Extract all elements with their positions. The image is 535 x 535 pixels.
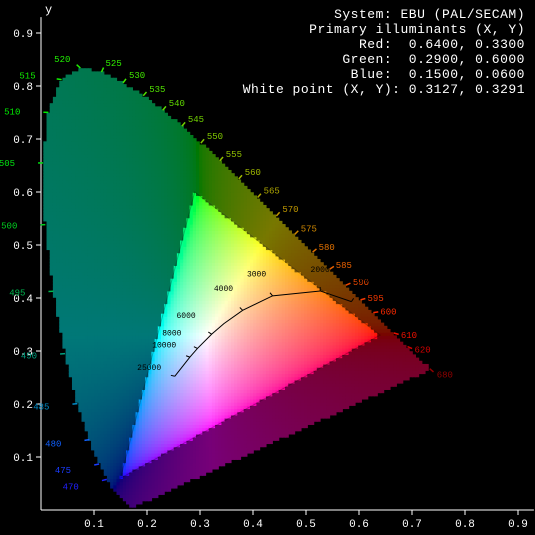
- wavelength-label: 545: [188, 115, 204, 125]
- chromaticity-svg: 0.10.20.30.40.50.60.70.80.90.10.20.30.40…: [0, 0, 535, 535]
- wavelength-label: 510: [4, 107, 20, 117]
- info-line: System: EBU (PAL/SECAM): [334, 7, 525, 22]
- y-tick-label: 0.9: [13, 29, 33, 41]
- x-tick-label: 0.5: [296, 519, 316, 531]
- wavelength-label: 490: [21, 352, 37, 362]
- gamut-fill: [43, 68, 428, 507]
- x-tick-label: 0.3: [190, 519, 210, 531]
- wavelength-label: 570: [282, 205, 298, 215]
- wavelength-label: 515: [19, 72, 35, 82]
- y-tick-label: 0.2: [13, 400, 33, 412]
- wavelength-label: 525: [106, 59, 122, 69]
- wavelength-label: 600: [380, 308, 396, 318]
- info-line: Blue: 0.1500, 0.0600: [317, 67, 525, 82]
- wavelength-label: 620: [414, 346, 430, 356]
- x-tick-label: 0.8: [455, 519, 475, 531]
- y-tick-label: 0.5: [13, 241, 33, 253]
- wavelength-label: 540: [169, 99, 185, 109]
- chromaticity-diagram: 0.10.20.30.40.50.60.70.80.90.10.20.30.40…: [0, 0, 535, 535]
- info-block: System: EBU (PAL/SECAM)Primary illuminan…: [243, 7, 525, 97]
- x-tick-label: 0.4: [243, 519, 263, 531]
- x-tick-label: 0.1: [84, 519, 104, 531]
- x-tick-label: 0.6: [349, 519, 369, 531]
- wavelength-label: 680: [437, 371, 453, 381]
- y-tick-label: 0.7: [13, 135, 33, 147]
- temperature-label: 6000: [177, 312, 196, 321]
- info-line: Green: 0.2900, 0.6000: [317, 52, 525, 67]
- temperature-label: 3000: [247, 271, 266, 280]
- wavelength-label: 530: [129, 71, 145, 81]
- x-tick-label: 0.9: [508, 519, 528, 531]
- wavelength-label: 580: [319, 243, 335, 253]
- x-tick-label: 0.7: [402, 519, 422, 531]
- temperature-label: 1500: [355, 276, 374, 285]
- x-tick-label: 0.2: [137, 519, 157, 531]
- temperature-label: 8000: [162, 330, 181, 339]
- wavelength-label: 480: [45, 440, 61, 450]
- y-axis-label: y: [45, 3, 52, 17]
- temperature-label: 10000: [152, 342, 176, 351]
- wavelength-label: 535: [149, 85, 165, 95]
- wavelength-label: 495: [9, 288, 25, 298]
- wavelength-label: 475: [55, 466, 71, 476]
- wavelength-label: 520: [54, 55, 70, 65]
- temperature-label: 4000: [214, 285, 233, 294]
- wavelength-label: 505: [0, 159, 15, 169]
- wavelength-label: 470: [63, 482, 79, 492]
- temperature-label: 25000: [137, 364, 161, 373]
- info-line: White point (X, Y): 0.3127, 0.3291: [243, 82, 525, 97]
- wavelength-label: 610: [401, 331, 417, 341]
- wavelength-label: 595: [368, 294, 384, 304]
- wavelength-label: 500: [1, 222, 17, 232]
- wavelength-label: 485: [33, 403, 49, 413]
- wavelength-label: 585: [336, 261, 352, 271]
- temperature-label: 2000: [311, 266, 330, 275]
- wavelength-label: 555: [226, 150, 242, 160]
- wavelength-label: 565: [264, 187, 280, 197]
- wavelength-label: 560: [245, 168, 261, 178]
- y-tick-label: 0.8: [13, 82, 33, 94]
- y-tick-label: 0.1: [13, 453, 33, 465]
- info-line: Red: 0.6400, 0.3300: [317, 37, 525, 52]
- wavelength-label: 550: [207, 132, 223, 142]
- wavelength-label: 575: [301, 224, 317, 234]
- y-tick-label: 0.6: [13, 188, 33, 200]
- info-line: Primary illuminants (X, Y): [309, 22, 525, 37]
